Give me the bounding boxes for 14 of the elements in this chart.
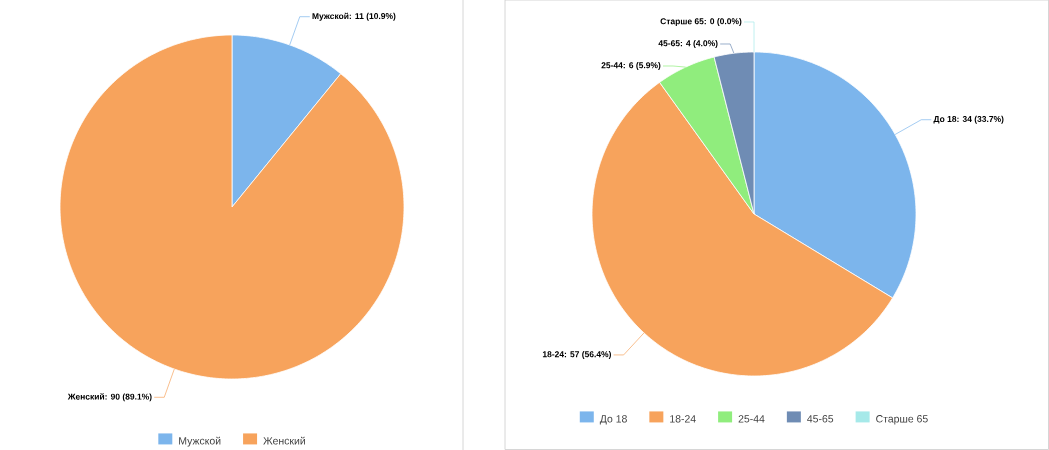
legend-label: 18-24 [670,415,696,423]
data-label: 25-44: 6 (5.9%) [601,62,661,70]
data-label: 18-24: 57 (56.4%) [542,350,611,359]
legend-label: 25-44 [738,415,765,423]
legend-label: Старше 65 [876,415,928,425]
data-label: Женский: 90 (89.1%) [67,393,152,402]
text: Старше 65: 0 (0.0%) [660,18,742,26]
legend-label: Женский [263,436,305,445]
legend-label: До 18 [599,415,627,425]
data-label: Мужской: 11 (10.9%) [312,12,396,21]
legend-label: Мужской [179,436,221,447]
data-label: До 18: 34 (33.7%) [933,115,1004,124]
legend-label: 45-65 [807,415,834,423]
data-label: 45-65: 4 (4.0%) [658,40,718,48]
